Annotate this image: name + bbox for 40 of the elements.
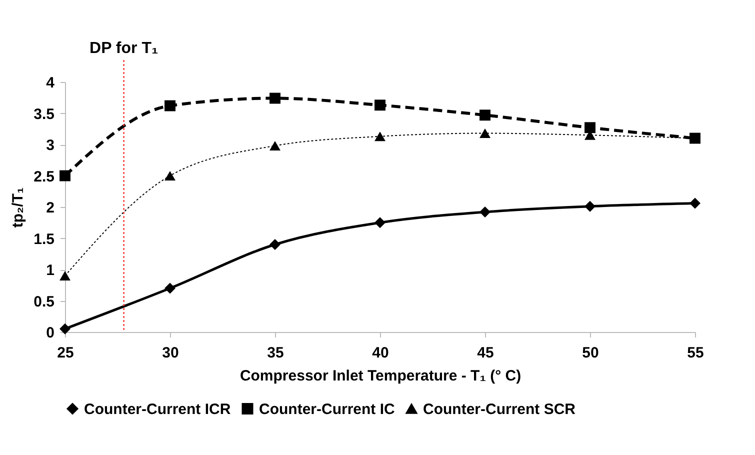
point [270,92,280,104]
x-tick-label: 35 [267,344,284,362]
point [164,171,176,180]
point [60,170,70,182]
point [584,200,596,212]
y-tick-label: 4 [46,74,56,92]
point [270,239,280,250]
point [60,323,70,334]
y-tick-label: 0 [46,324,54,342]
legend-label: Counter-Current ICR [84,400,231,418]
point [374,217,386,228]
point [164,100,176,112]
y-tick-label: 3.5 [34,106,54,123]
point [480,206,490,218]
legend-label: Counter-Current SCR [423,400,576,418]
y-axis-title: tp₂/T₁ [10,187,27,228]
point [374,132,386,142]
point [60,271,70,280]
y-tick-label: 1.5 [34,230,54,248]
x-tick-label: 45 [477,344,494,362]
x-tick-label: 40 [372,344,389,362]
point [480,128,490,138]
y-tick-label: 0.5 [34,293,54,310]
point [480,110,490,121]
legend-label: Counter-Current IC [259,400,395,418]
point [270,141,280,150]
y-tick-label: 2 [46,200,54,216]
y-tick-label: 1 [46,262,54,279]
point [690,198,700,209]
y-tick-label: 3 [46,137,54,154]
x-tick-label: 25 [57,344,74,362]
x-tick-label: 30 [162,344,179,362]
ref-line-label: DP for T₁ [90,40,158,57]
point [374,100,386,111]
y-tick-label: 2.5 [34,168,54,186]
x-tick-label: 55 [687,344,704,362]
point [584,122,596,134]
x-tick-label: 50 [582,344,599,362]
point [164,282,176,294]
x-axis-title: Compressor Inlet Temperature - T₁ (° C) [240,368,522,384]
